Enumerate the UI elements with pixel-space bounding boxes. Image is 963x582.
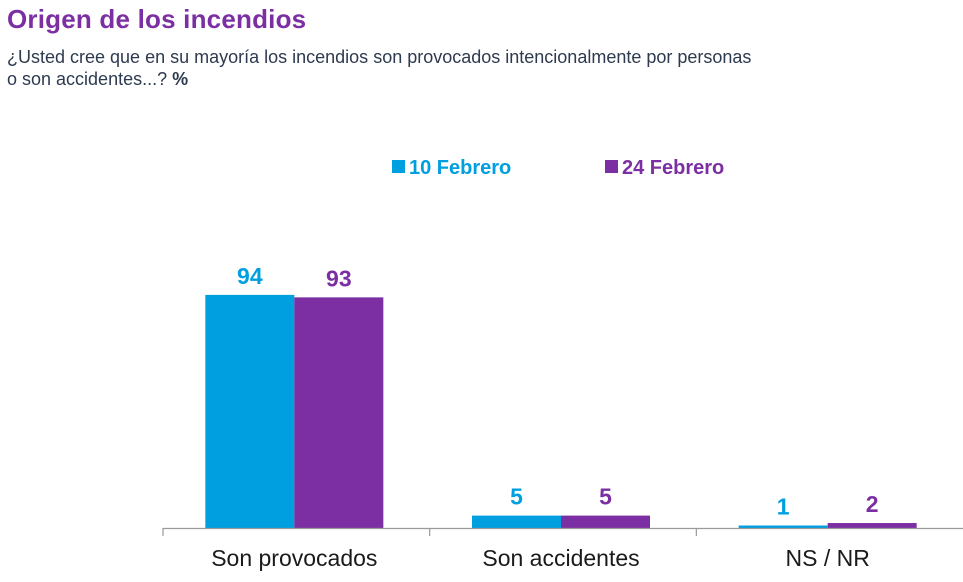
bars-group [205, 294, 917, 528]
bar-2-2 [561, 515, 650, 528]
bar-1-1 [205, 294, 295, 528]
data-label-1-3: 1 [777, 494, 790, 520]
category-labels-group: Son provocados Son accidentes NS / NR [211, 545, 870, 571]
bar-1-3 [738, 525, 828, 528]
chart-title: Origen de los incendios [7, 4, 307, 34]
data-label-1-1: 94 [237, 263, 263, 289]
category-label-1: Son provocados [211, 545, 377, 571]
legend-swatch-2 [605, 160, 618, 173]
chart-subtitle: ¿Usted cree que en su mayoría los incend… [7, 46, 907, 90]
unit-marker: % [172, 69, 189, 89]
legend-swatch-1 [392, 160, 405, 173]
data-label-1-2: 5 [510, 484, 523, 510]
legend-label-2: 24 Febrero [622, 157, 724, 179]
data-labels-group: 94 93 5 5 1 2 [237, 263, 879, 520]
category-label-3: NS / NR [785, 545, 869, 571]
data-label-2-2: 5 [599, 484, 612, 510]
x-axis [162, 527, 963, 536]
bar-2-3 [827, 523, 917, 528]
legend-label-1: 10 Febrero [409, 157, 511, 179]
subtitle-line-1: ¿Usted cree que en su mayoría los incend… [7, 47, 752, 67]
legend: 10 Febrero 24 Febrero [392, 157, 724, 179]
category-label-2: Son accidentes [482, 545, 639, 571]
bar-2-1 [294, 297, 384, 528]
subtitle-line-2: o son accidentes...? [7, 69, 168, 89]
data-label-2-1: 93 [326, 265, 352, 291]
bar-1-2 [472, 515, 561, 528]
data-label-2-3: 2 [866, 491, 879, 517]
